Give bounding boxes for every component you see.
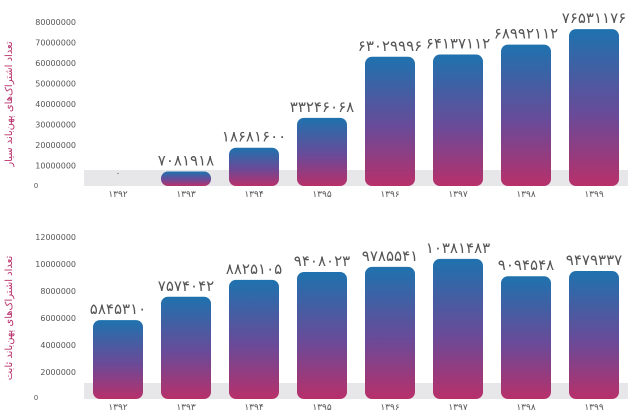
baseline-band-2 — [84, 383, 628, 399]
bar — [365, 266, 415, 399]
data-label: ۶۴۱۳۷۱۱۲ — [426, 35, 490, 53]
data-label: ۹۴۷۹۳۳۷ — [566, 251, 622, 269]
y-axis-label-2: تعداد اشتراک‌های پهن‌باند ثابت — [4, 256, 15, 381]
data-label: ۷۶۵۳۱۱۷۶ — [562, 9, 626, 27]
x-tick-label: ۱۳۹۲ — [108, 403, 128, 413]
bar — [569, 29, 619, 187]
y-tick-label: 10000000 — [35, 162, 76, 171]
y-tick-label: 0 — [34, 182, 38, 190]
x-tick-label: ۱۳۹۲ — [108, 190, 128, 200]
data-label: ۷۵۷۴۰۴۲ — [158, 277, 214, 295]
x-tick-label: ۱۳۹۴ — [244, 190, 264, 200]
bar — [501, 44, 551, 187]
x-tick-label: ۱۳۹۹ — [584, 403, 604, 413]
x-tick-label: ۱۳۹۷ — [448, 190, 468, 200]
x-tick-label: ۱۳۹۸ — [516, 403, 536, 413]
y-tick-label: 0 — [34, 394, 38, 402]
bar — [433, 258, 483, 399]
y-tick-label: 60000000 — [35, 59, 76, 68]
data-label: ۶۳۰۲۹۹۹۶ — [358, 37, 422, 55]
x-tick-label: ۱۳۹۸ — [516, 190, 536, 200]
y-tick-label: 6000000 — [40, 314, 76, 323]
bar — [93, 320, 143, 399]
data-label: ۹۷۸۵۵۴۱ — [362, 247, 418, 265]
data-label: ۷۰۸۱۹۱۸ — [158, 151, 214, 169]
y-tick-label: 12000000 — [35, 233, 76, 242]
bar — [569, 271, 619, 399]
y-tick-label: 8000000 — [40, 287, 76, 296]
data-label: ۸۸۲۵۱۰۵ — [226, 260, 282, 278]
y-tick-label: 30000000 — [35, 121, 76, 130]
x-tick-label: ۱۳۹۵ — [312, 403, 332, 413]
x-tick-label: ۱۳۹۳ — [176, 190, 196, 200]
x-tick-label: ۱۳۹۴ — [244, 403, 264, 413]
bar — [297, 117, 347, 186]
x-tick-label: ۱۳۹۶ — [380, 403, 400, 413]
bar — [229, 279, 279, 399]
y-tick-label: 2000000 — [40, 368, 76, 377]
bar — [365, 56, 415, 186]
data-label: ۳۳۲۴۶۰۶۸ — [290, 98, 354, 116]
y-axis-label-1: تعداد اشتراک‌های پهن‌باند سیار — [4, 41, 15, 168]
x-tick-label: ۱۳۹۶ — [380, 190, 400, 200]
y-tick-label: 40000000 — [35, 100, 76, 109]
y-tick-label: 80000000 — [35, 18, 76, 27]
baseline-band-1 — [84, 170, 628, 186]
data-label: ۰ — [116, 169, 121, 179]
bar — [297, 271, 347, 399]
y-tick-label: 4000000 — [40, 341, 76, 350]
data-label: ۱۰۳۸۱۴۸۳ — [426, 239, 490, 257]
bar — [433, 54, 483, 186]
data-label: ۶۸۹۹۲۱۱۲ — [494, 25, 558, 43]
bar — [501, 276, 551, 399]
y-tick-label: 20000000 — [35, 141, 76, 150]
data-label: ۵۸۴۵۳۱۰ — [90, 300, 146, 318]
x-tick-label: ۱۳۹۷ — [448, 403, 468, 413]
x-tick-label: ۱۳۹۹ — [584, 190, 604, 200]
y-tick-label: 70000000 — [35, 39, 76, 48]
x-tick-label: ۱۳۹۵ — [312, 190, 332, 200]
data-label: ۱۸۶۸۱۶۰۰ — [222, 128, 286, 146]
x-tick-label: ۱۳۹۳ — [176, 403, 196, 413]
bar — [229, 147, 279, 186]
y-tick-label: 10000000 — [35, 260, 76, 269]
bar — [161, 296, 211, 399]
y-tick-label: 50000000 — [35, 80, 76, 89]
data-label: ۹۰۹۴۵۴۸ — [498, 256, 554, 274]
bar — [161, 171, 211, 186]
data-label: ۹۴۰۸۰۲۳ — [294, 252, 350, 270]
